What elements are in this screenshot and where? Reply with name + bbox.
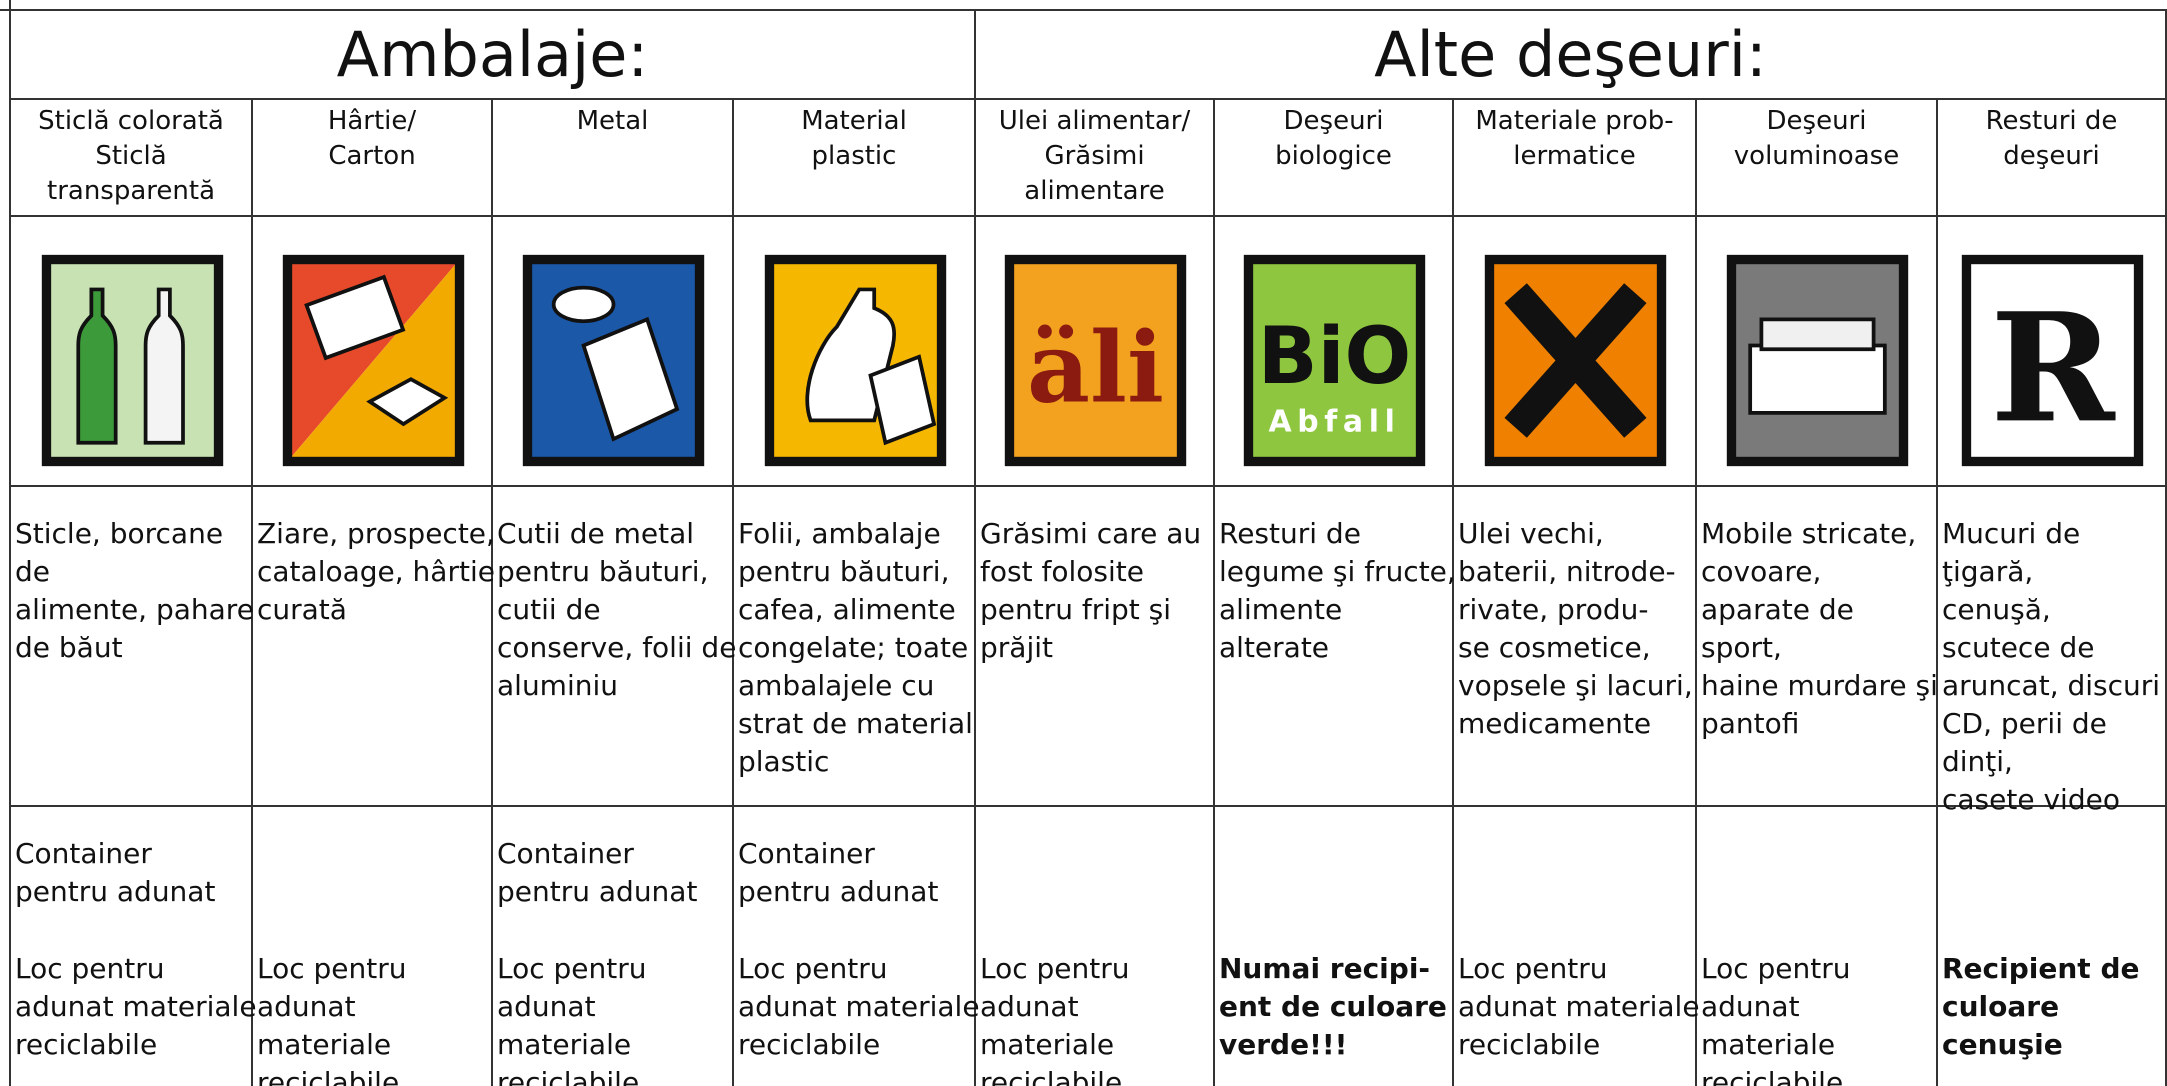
left-rule bbox=[9, 0, 11, 1086]
description-cell bbox=[976, 487, 1215, 807]
column-title: Deşeuri voluminoase bbox=[1697, 100, 1938, 217]
icon-text: R bbox=[1990, 281, 2116, 456]
icon: R bbox=[1959, 252, 2146, 469]
icon-cell bbox=[734, 217, 976, 487]
icon bbox=[762, 252, 949, 469]
collection-cell bbox=[976, 807, 1215, 1086]
description-cell bbox=[1938, 487, 2167, 807]
icon bbox=[520, 252, 707, 469]
icon: äli bbox=[1002, 252, 1189, 469]
container: Container pentru adunat bbox=[497, 837, 698, 908]
icon-graphic bbox=[1726, 254, 1909, 467]
collection-cell bbox=[493, 807, 734, 1086]
icon-cell bbox=[976, 217, 1215, 487]
icon-cell bbox=[253, 217, 493, 487]
column-title: Resturi de deşeuri bbox=[1938, 100, 2167, 217]
top-rule bbox=[0, 9, 2167, 11]
description: Mobile stricate, covoare, aparate de spo… bbox=[1701, 517, 1938, 740]
icon-graphic: äli bbox=[1004, 254, 1187, 467]
collection: Numai recipi- ent de culoare verde!!! bbox=[1219, 952, 1447, 1061]
collection: Loc pentru adunat materiale reciclabile bbox=[257, 952, 407, 1086]
column-title: Metal bbox=[493, 100, 734, 217]
description: Ziare, prospecte, cataloage, hârtie cura… bbox=[257, 517, 495, 626]
description-cell bbox=[493, 487, 734, 807]
collection: Loc pentru adunat materiale reciclabile bbox=[1701, 952, 1851, 1086]
description: Grăsimi care au fost folosite pentru fri… bbox=[980, 517, 1202, 664]
icon-graphic bbox=[522, 254, 705, 467]
description-cell bbox=[1454, 487, 1697, 807]
icon: BiO Abfall bbox=[1241, 252, 1428, 469]
icon-graphic bbox=[41, 254, 223, 467]
description-cell bbox=[11, 487, 253, 807]
icon-graphic: R bbox=[1961, 254, 2144, 467]
column-title: Deşeuri biologice bbox=[1215, 100, 1454, 217]
column-title: Materiale prob- lermatice bbox=[1454, 100, 1697, 217]
icon-cell bbox=[493, 217, 734, 487]
group-header: Alte deşeuri: bbox=[976, 11, 2167, 100]
column-title: Material plastic bbox=[734, 100, 976, 217]
description: Folii, ambalaje pentru băuturi, cafea, a… bbox=[738, 517, 973, 778]
icon-text: BiO bbox=[1258, 310, 1412, 402]
collection: Loc pentru adunat materiale reciclabile bbox=[497, 952, 647, 1086]
collection-cell bbox=[1454, 807, 1697, 1086]
collection-cell bbox=[11, 807, 253, 1086]
column-title: Sticlă colorată Sticlă transparentă bbox=[11, 100, 253, 217]
icon bbox=[1482, 252, 1669, 469]
icon-graphic bbox=[764, 254, 946, 467]
description-cell bbox=[734, 487, 976, 807]
icon bbox=[280, 252, 467, 469]
collection: Loc pentru adunat materiale reciclabile bbox=[980, 952, 1130, 1086]
group-header: Ambalaje: bbox=[11, 11, 976, 100]
column-title: Hârtie/ Carton bbox=[253, 100, 493, 217]
icon-text: äli bbox=[1027, 311, 1164, 425]
collection-cell bbox=[1938, 807, 2167, 1086]
description: Resturi de legume şi fructe, alimente al… bbox=[1219, 517, 1456, 664]
icon-cell bbox=[1697, 217, 1938, 487]
collection: Loc pentru adunat materiale reciclabile bbox=[738, 952, 980, 1061]
description: Ulei vechi, baterii, nitrode- rivate, pr… bbox=[1458, 517, 1693, 740]
icon-cell bbox=[1215, 217, 1454, 487]
collection: Recipient de culoare cenuşie bbox=[1942, 952, 2140, 1061]
description-cell bbox=[253, 487, 493, 807]
description: Mucuri de ţigară, cenuşă, scutece de aru… bbox=[1942, 517, 2161, 816]
description-cell bbox=[1697, 487, 1938, 807]
icon-cell bbox=[1938, 217, 2167, 487]
column-title: Ulei alimentar/ Grăsimi alimentare bbox=[976, 100, 1215, 217]
icon-cell bbox=[11, 217, 253, 487]
container: Container pentru adunat bbox=[738, 837, 939, 908]
icon-cell bbox=[1454, 217, 1697, 487]
collection: Loc pentru adunat materiale reciclabile bbox=[15, 952, 257, 1061]
icon-text: Abfall bbox=[1269, 405, 1401, 440]
container: Container pentru adunat bbox=[15, 837, 216, 908]
icon-graphic bbox=[282, 254, 464, 467]
icon bbox=[1724, 252, 1911, 469]
collection-cell bbox=[1215, 807, 1454, 1086]
collection-cell bbox=[734, 807, 976, 1086]
description-cell bbox=[1215, 487, 1454, 807]
icon bbox=[39, 252, 226, 469]
collection: Loc pentru adunat materiale reciclabile bbox=[1458, 952, 1700, 1061]
description: Sticle, borcane de alimente, pahare de b… bbox=[15, 517, 254, 664]
description: Cutii de metal pentru băuturi, cutii de … bbox=[497, 517, 737, 702]
icon-graphic bbox=[1484, 254, 1667, 467]
collection-cell bbox=[1697, 807, 1938, 1086]
collection-cell bbox=[253, 807, 493, 1086]
